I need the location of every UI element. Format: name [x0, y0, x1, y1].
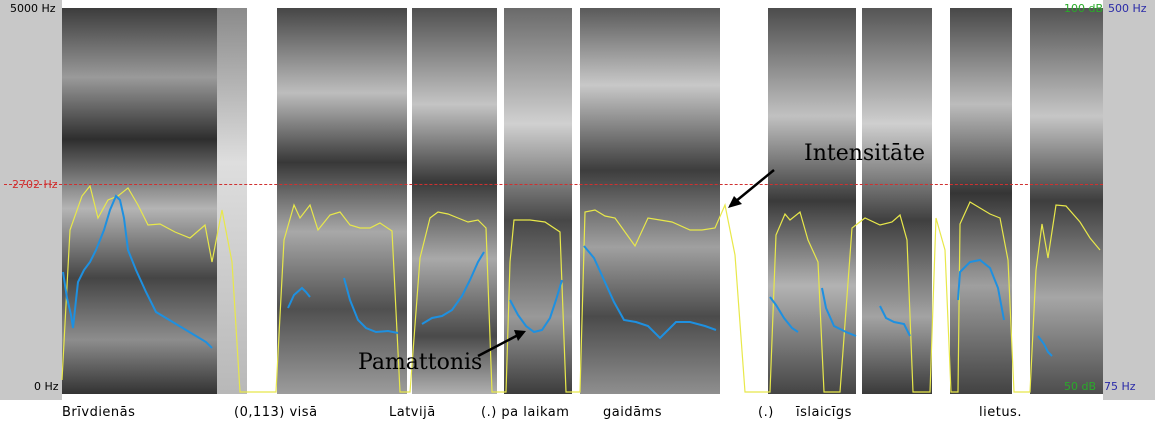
transcript-word: (.) — [758, 405, 774, 420]
transcript-word: (.) pa laikam — [481, 405, 570, 420]
pitch-curve-3 — [343, 277, 399, 334]
pitch-curve-10 — [957, 258, 1005, 321]
right-axis-panel — [1103, 0, 1155, 400]
analysis-curves — [61, 169, 1101, 393]
pitch-annotation: Pamattonis — [358, 350, 483, 375]
spectrogram-segment — [504, 8, 572, 394]
pitch-bottom-label: 75 Hz — [1104, 380, 1136, 393]
spectrogram-segment — [217, 8, 247, 394]
spectrogram-segment — [62, 8, 217, 394]
intensity-top-label: 100 dB — [1064, 2, 1104, 15]
pitch-curve-2 — [287, 286, 311, 309]
pitch-curve-9 — [879, 305, 911, 337]
freq-bottom-label: 0 Hz — [34, 380, 59, 393]
transcript-word: (0,113) visā — [234, 405, 318, 420]
transcript-word: lietus. — [979, 405, 1022, 420]
pitch-curve-11 — [1037, 335, 1053, 357]
freq-top-label: 5000 Hz — [10, 2, 56, 15]
freq-cursor-label: 2702 Hz — [12, 178, 58, 191]
transcript-word: īslaicīgs — [796, 405, 852, 420]
intensity-annotation: Intensitāte — [804, 141, 926, 166]
transcript-word: Latvijā — [389, 405, 436, 420]
intensity-bottom-label: 50 dB — [1064, 380, 1097, 393]
pitch-curve-8 — [821, 287, 857, 337]
pitch-curve-5 — [509, 279, 563, 334]
transcript-word: gaidāms — [603, 405, 662, 420]
pitch-top-label: 500 Hz — [1108, 2, 1147, 15]
frequency-cursor-line — [4, 184, 1103, 185]
spectrogram-segment — [277, 8, 407, 394]
spectrogram-segment — [412, 8, 497, 394]
spectrogram-segment — [1030, 8, 1103, 394]
pitch-curve-1 — [62, 194, 213, 349]
pitch-curve-4 — [421, 251, 485, 325]
intensity-arrowhead — [728, 196, 742, 208]
pitch-arrowhead — [514, 330, 526, 341]
pitch-curve-7 — [769, 296, 799, 333]
spectrogram-segment — [862, 8, 932, 394]
spectrogram-segment — [950, 8, 1012, 394]
transcript-word: Brīvdienās — [62, 405, 136, 420]
spectrogram[interactable] — [62, 8, 1103, 394]
spectrogram-segment — [580, 8, 720, 394]
left-axis-panel — [0, 0, 62, 400]
intensity-curve — [61, 184, 1101, 393]
pitch-curve-6 — [583, 245, 717, 340]
pitch-arrow — [477, 332, 521, 358]
